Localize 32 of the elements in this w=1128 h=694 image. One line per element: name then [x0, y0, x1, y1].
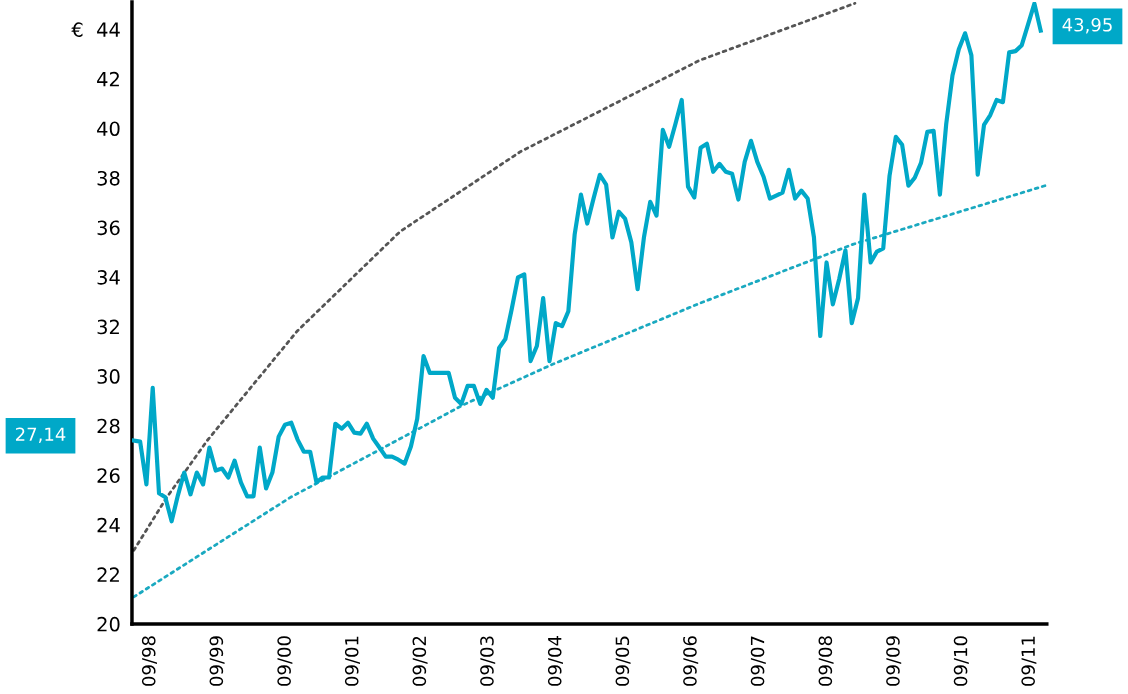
x-tick-label: 09/00 [277, 636, 293, 686]
y-tick-label: 24 [97, 517, 120, 533]
x-tick-label: 09/02 [412, 636, 428, 686]
x-tick-label: 09/03 [480, 636, 496, 686]
x-tick-label: 09/98 [141, 636, 157, 686]
x-tick-label: 09/99 [209, 636, 225, 686]
line-series [132, 2, 857, 552]
y-tick-label: 32 [97, 319, 119, 335]
x-tick-label: 09/09 [886, 636, 902, 686]
x-tick-label: 09/10 [953, 636, 969, 686]
x-tick-label: 09/05 [615, 636, 631, 686]
y-tick-label: 38 [97, 170, 120, 186]
x-tick-label: 09/08 [818, 636, 834, 686]
line-series [131, 2, 1043, 524]
text: 43,95 [1062, 17, 1112, 34]
line-series [132, 183, 1047, 599]
x-tick-label: 09/04 [547, 636, 563, 686]
y-tick-label: 40 [97, 121, 120, 137]
x-tick-label: 09/07 [750, 636, 766, 686]
x-tick-label: 09/11 [1021, 636, 1037, 686]
y-tick-label: € 44 [71, 22, 120, 37]
x-tick-label: 09/01 [344, 636, 360, 686]
y-tick-label: 42 [97, 71, 119, 87]
text: 27,14 [15, 427, 66, 443]
y-tick-label: 36 [97, 220, 120, 236]
y-tick-label: 20 [97, 616, 120, 632]
y-tick-label: 26 [97, 468, 120, 483]
y-tick-label: 28 [97, 418, 120, 434]
y-tick-label: 30 [97, 369, 120, 384]
x-tick-label: 09/06 [683, 636, 699, 686]
y-tick-label: 22 [97, 567, 119, 582]
y-tick-label: 34 [97, 270, 120, 285]
